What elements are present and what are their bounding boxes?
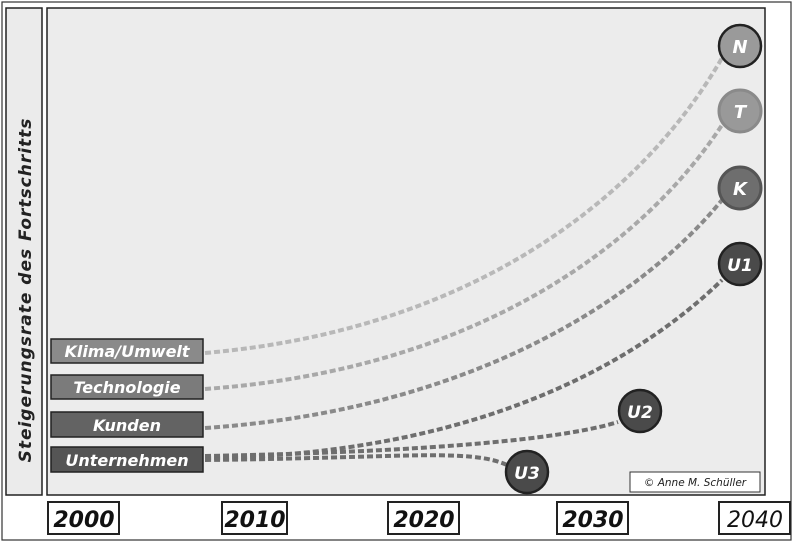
- copyright-box: [629, 471, 761, 493]
- year-axis: 2000 2010 2020 2030 2040: [47, 501, 791, 535]
- endpoint-label: U3: [514, 464, 540, 484]
- category-kunden: Kunden: [50, 411, 204, 438]
- endpoint-circle: [717, 241, 763, 287]
- endpoint-u2: U2: [617, 388, 663, 434]
- curve-unternehmen-to-u2: [204, 420, 619, 458]
- endpoint-circle: [617, 388, 663, 434]
- year-2010: 2010: [221, 501, 288, 535]
- year-box: [556, 501, 629, 535]
- endpoint-u1: U1: [717, 241, 763, 287]
- year-2000: 2000: [47, 501, 120, 535]
- year-label: 2030: [562, 508, 623, 533]
- year-box: [221, 501, 288, 535]
- curve-unternehmen-to-u1: [204, 278, 724, 460]
- year-2040: 2040: [718, 501, 791, 535]
- endpoint-circle: [504, 449, 550, 495]
- category-label: Unternehmen: [65, 451, 188, 470]
- year-label: 2000: [53, 508, 114, 533]
- category-label: Kunden: [93, 416, 161, 435]
- endpoint-t: T: [717, 88, 763, 134]
- category-label: Technologie: [73, 378, 180, 397]
- endpoint-n: N: [717, 23, 763, 69]
- y-axis-box: [5, 7, 43, 496]
- year-box: [47, 501, 120, 535]
- endpoint-u3: U3: [504, 449, 550, 495]
- year-box: [387, 501, 460, 535]
- endpoint-circle: [717, 165, 763, 211]
- endpoint-label: U1: [727, 256, 753, 276]
- category-klima: Klima/Umwelt: [50, 338, 204, 364]
- copyright-text: © Anne M. Schüller: [644, 477, 747, 489]
- curve-technologie-to-t: [204, 123, 724, 391]
- year-2020: 2020: [387, 501, 460, 535]
- endpoint-label: U2: [627, 403, 653, 423]
- category-box: [50, 374, 204, 400]
- curve-unternehmen-to-u3: [204, 453, 508, 467]
- endpoint-circle: [717, 23, 763, 69]
- endpoint-k: K: [717, 165, 763, 211]
- year-label: 2040: [727, 508, 783, 533]
- year-2030: 2030: [556, 501, 629, 535]
- endpoint-circle: [717, 88, 763, 134]
- year-label: 2020: [393, 508, 454, 533]
- year-label: 2010: [224, 508, 285, 533]
- curve-group: [204, 56, 724, 467]
- endpoint-label: K: [733, 179, 749, 200]
- endpoint-label: T: [734, 102, 748, 123]
- category-box: [50, 338, 204, 364]
- endpoint-label: N: [732, 37, 747, 58]
- category-unternehmen: Unternehmen: [50, 446, 204, 473]
- year-box: [718, 501, 791, 535]
- category-box: [50, 446, 204, 473]
- category-box: [50, 411, 204, 438]
- category-label: Klima/Umwelt: [64, 342, 190, 361]
- category-technologie: Technologie: [50, 374, 204, 400]
- y-axis-label: Steigerungsrate des Fortschritts: [16, 118, 36, 463]
- curve-klima-to-n: [204, 56, 724, 355]
